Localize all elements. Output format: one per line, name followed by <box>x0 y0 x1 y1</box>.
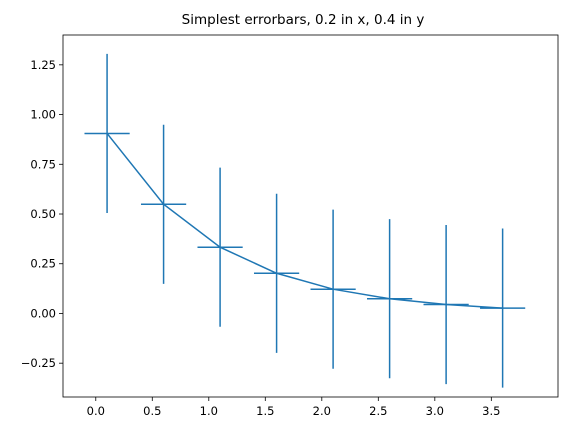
x-tick-label: 0.5 <box>143 404 161 418</box>
x-tick-label: 2.5 <box>369 404 387 418</box>
x-tick-label: 3.0 <box>426 404 444 418</box>
chart-title: Simplest errorbars, 0.2 in x, 0.4 in y <box>182 12 425 28</box>
y-tick-label: 0.50 <box>30 207 56 221</box>
y-tick-label: 1.00 <box>30 108 56 122</box>
plot-frame <box>62 34 559 398</box>
y-tick-label: 0.00 <box>30 306 56 320</box>
y-tick-label: 0.25 <box>30 257 56 271</box>
plot-marks <box>84 53 526 388</box>
y-tick-label: −0.25 <box>21 356 56 370</box>
series-line <box>106 132 503 309</box>
x-tick-label: 2.0 <box>313 404 331 418</box>
y-tick-label: 0.75 <box>30 157 56 171</box>
x-tick-label: 3.5 <box>482 404 500 418</box>
y-axis-ticks: −0.25 0.00 0.25 0.50 0.75 1.00 1.25 <box>21 58 63 370</box>
y-tick-label: 1.25 <box>30 58 56 72</box>
x-axis-ticks: 0.0 0.5 1.0 1.5 2.0 2.5 3.0 3.5 <box>87 397 500 418</box>
x-tick-label: 1.5 <box>256 404 274 418</box>
x-tick-label: 1.0 <box>200 404 218 418</box>
x-tick-label: 0.0 <box>87 404 105 418</box>
